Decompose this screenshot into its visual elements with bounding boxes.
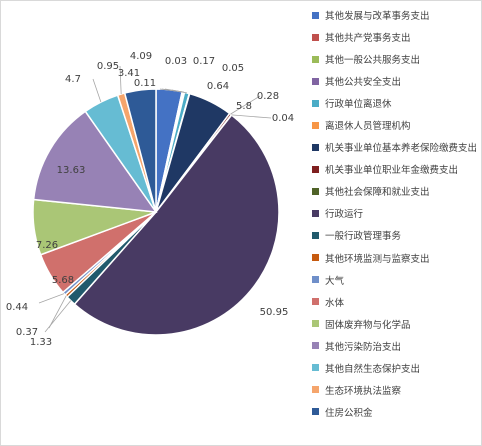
legend-swatch (312, 408, 319, 416)
data-label: 4.7 (65, 74, 81, 85)
legend-item: 其他一般公共服务支出 (312, 48, 480, 70)
legend-item: 水体 (312, 291, 480, 313)
data-label: 0.37 (16, 327, 38, 338)
legend-label: 其他一般公共服务支出 (325, 55, 421, 67)
leader-line (38, 293, 65, 304)
legend-swatch (312, 121, 319, 129)
legend-item: 大气 (312, 269, 480, 291)
data-label: 5.8 (236, 101, 252, 112)
data-label: 7.26 (36, 240, 58, 251)
legend-swatch (312, 231, 319, 239)
legend-swatch (312, 99, 319, 107)
data-label: 0.64 (207, 81, 229, 92)
legend-label: 其他社会保障和就业支出 (325, 187, 430, 199)
legend-swatch (312, 55, 319, 63)
data-label: 13.63 (57, 165, 86, 176)
data-label: 0.44 (6, 302, 28, 313)
legend-label: 住房公积金 (325, 407, 373, 419)
legend-item: 一般行政管理事务 (312, 224, 480, 246)
legend-item: 其他自然生态保护支出 (312, 357, 480, 379)
legend-label: 其他环境监测与监察支出 (325, 253, 430, 265)
legend-label: 其他发展与改革事务支出 (325, 11, 430, 23)
legend-label: 其他公共安全支出 (325, 77, 402, 89)
legend-item: 其他公共安全支出 (312, 70, 480, 92)
data-label: 0.04 (272, 113, 294, 124)
legend-item: 固体废弃物与化学品 (312, 313, 480, 335)
data-label: 0.03 (165, 56, 187, 67)
legend-swatch (312, 77, 319, 85)
data-label: 0.95 (97, 61, 119, 72)
legend-item: 其他环境监测与监察支出 (312, 247, 480, 269)
legend-item: 其他污染防治支出 (312, 335, 480, 357)
legend-swatch (312, 386, 319, 394)
data-label: 1.33 (30, 337, 52, 348)
legend-label: 生态环境执法监察 (325, 385, 402, 397)
data-label: 0.17 (193, 56, 215, 67)
legend-swatch (312, 276, 319, 284)
legend-item: 住房公积金 (312, 401, 480, 423)
leader-line (231, 114, 272, 119)
legend-swatch (312, 364, 319, 372)
leader-line (119, 65, 122, 95)
legend-swatch (312, 298, 319, 306)
leader-line (48, 295, 67, 329)
legend-label: 机关事业单位基本养老保险缴费支出 (325, 143, 478, 155)
legend-swatch (312, 33, 319, 41)
pie-slice (123, 88, 157, 213)
legend-label: 其他自然生态保护支出 (325, 363, 421, 375)
legend-swatch (312, 187, 319, 195)
legend-item: 其他社会保障和就业支出 (312, 180, 480, 202)
legend-label: 行政单位离退休 (325, 99, 392, 111)
legend-swatch (312, 209, 319, 217)
legend-item: 机关事业单位职业年金缴费支出 (312, 158, 480, 180)
legend-label: 其他共产党事务支出 (325, 33, 411, 45)
data-label: 0.11 (134, 78, 156, 89)
data-label: 5.68 (52, 275, 74, 286)
data-label: 0.05 (222, 63, 244, 74)
data-label: 4.09 (130, 51, 152, 62)
pie-slice (73, 113, 280, 336)
legend-label: 离退休人员管理机构 (325, 121, 411, 133)
legend-swatch (312, 254, 319, 262)
legend-swatch (312, 320, 319, 328)
legend-label: 机关事业单位职业年金缴费支出 (325, 165, 459, 177)
legend-item: 生态环境执法监察 (312, 379, 480, 401)
leader-line (171, 89, 187, 94)
data-label: 50.95 (260, 307, 289, 318)
legend-label: 其他污染防治支出 (325, 341, 402, 353)
legend-item: 其他共产党事务支出 (312, 26, 480, 48)
legend-item: 其他发展与改革事务支出 (312, 4, 480, 26)
legend-swatch (312, 143, 319, 151)
legend-label: 一般行政管理事务 (325, 231, 402, 243)
legend-item: 离退休人员管理机构 (312, 114, 480, 136)
legend-label: 大气 (325, 275, 345, 287)
legend-swatch (312, 165, 319, 173)
pie-slice (32, 110, 158, 213)
legend-label: 行政运行 (325, 209, 364, 221)
leader-line (44, 300, 72, 333)
chart-legend: 其他发展与改革事务支出 其他共产党事务支出 其他一般公共服务支出 其他公共安全支出 行政… (312, 4, 480, 423)
data-label: 3.41 (118, 68, 140, 79)
legend-item: 行政单位离退休 (312, 92, 480, 114)
legend-swatch (312, 11, 319, 19)
legend-swatch (312, 342, 319, 350)
legend-label: 水体 (325, 297, 345, 309)
legend-label: 固体废弃物与化学品 (325, 319, 411, 331)
data-label: 0.28 (257, 91, 279, 102)
leader-line (92, 78, 102, 103)
legend-item: 行政运行 (312, 202, 480, 224)
leader-line (230, 95, 261, 115)
legend-item: 机关事业单位基本养老保险缴费支出 (312, 136, 480, 158)
